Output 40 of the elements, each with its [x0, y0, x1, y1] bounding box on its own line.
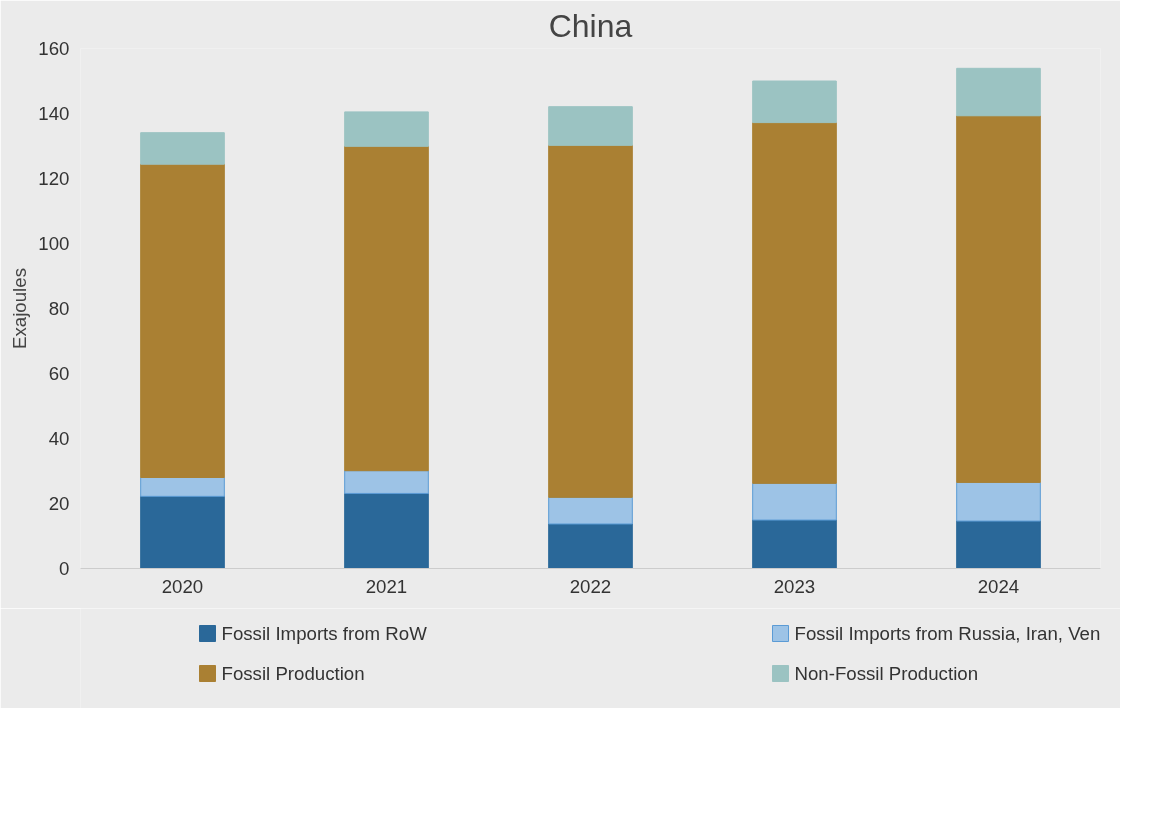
bar	[548, 523, 633, 569]
bar	[752, 519, 837, 569]
y-tick-label: 80	[48, 298, 70, 319]
bar	[548, 106, 633, 146]
bar	[140, 163, 225, 478]
y-tick-label: 120	[38, 168, 70, 189]
legend-label: Non-Fossil Production	[794, 663, 979, 684]
bar	[752, 80, 837, 124]
y-tick-label: 140	[38, 103, 70, 124]
x-tick-label: 2020	[161, 575, 204, 597]
y-tick-label: 0	[59, 558, 70, 579]
bar	[956, 115, 1041, 483]
bar	[548, 496, 633, 525]
x-tick-label: 2021	[365, 575, 408, 597]
y-tick-label: 40	[48, 428, 70, 449]
bar	[956, 67, 1041, 117]
y-tick-label: 160	[38, 38, 70, 59]
bar	[140, 132, 225, 165]
bar	[548, 144, 633, 498]
legend-label: Fossil Imports from RoW	[221, 623, 428, 644]
bar	[140, 495, 225, 569]
x-tick-label: 2022	[569, 575, 612, 597]
bar	[344, 145, 429, 472]
y-axis-title: Exajoules	[9, 268, 31, 349]
bar	[344, 470, 429, 494]
x-tick-label: 2023	[773, 575, 816, 597]
legend-label: Fossil Imports from Russia, Iran, Ven	[794, 623, 1101, 644]
legend-label: Fossil Production	[221, 663, 365, 684]
x-tick-label: 2024	[977, 575, 1020, 597]
bar	[752, 482, 837, 521]
bar	[956, 481, 1041, 522]
bar	[344, 111, 429, 147]
y-tick-label: 20	[48, 493, 70, 514]
y-tick-label: 60	[48, 363, 70, 384]
bar	[752, 122, 837, 484]
bar	[344, 492, 429, 569]
bar	[956, 520, 1041, 569]
chart-title: China	[548, 7, 633, 44]
y-tick-label: 100	[38, 233, 70, 254]
bar	[140, 477, 225, 497]
